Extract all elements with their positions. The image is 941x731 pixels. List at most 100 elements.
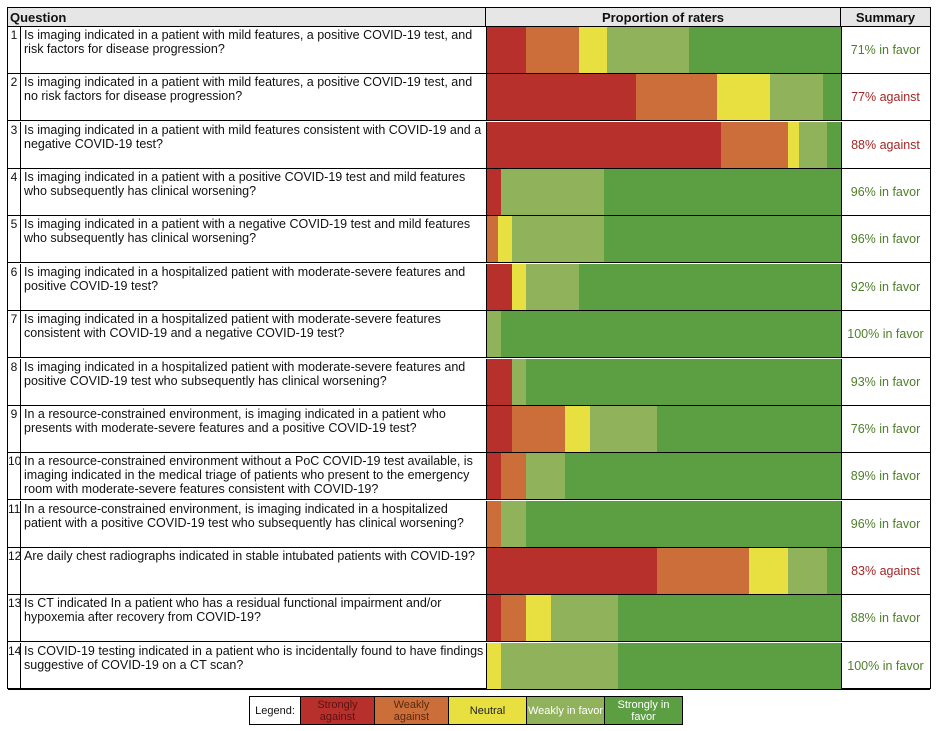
- bar-segment-strongly-in-favor: [565, 453, 841, 500]
- question-number: 9: [8, 405, 21, 452]
- bar-segment-strongly-against: [487, 74, 636, 121]
- bar-segment-weakly-in-favor: [551, 595, 618, 642]
- question-number: 1: [8, 27, 21, 73]
- legend-label: Legend:: [255, 704, 295, 717]
- summary-column-header: Summary: [841, 8, 930, 27]
- question-number: 4: [8, 169, 21, 216]
- question-number: 6: [8, 263, 21, 310]
- bar-segment-strongly-in-favor: [618, 595, 841, 642]
- table-row: 9 In a resource-constrained environment, …: [8, 405, 930, 453]
- table-row: 13 Is CT indicated In a patient who has a…: [8, 595, 930, 643]
- table-row: 1 Is imaging indicated in a patient with …: [8, 27, 930, 74]
- question-number: 7: [8, 311, 21, 358]
- table-row: 2 Is imaging indicated in a patient with …: [8, 74, 930, 122]
- bar-segment-neutral: [512, 263, 526, 310]
- bar-segment-weakly-in-favor: [512, 358, 526, 405]
- table-row: 8 Is imaging indicated in a hospitalized …: [8, 358, 930, 406]
- question-text: Is imaging indicated in a patient with m…: [24, 28, 473, 56]
- summary-value: 88% in favor: [850, 611, 921, 626]
- question-text: Is imaging indicated in a hospitalized p…: [24, 359, 466, 388]
- bar-segment-strongly-against: [487, 169, 501, 216]
- bar-segment-neutral: [565, 405, 590, 452]
- table-row: 12 Are daily chest radiographs indicated …: [8, 547, 930, 595]
- summary-value: 96% in favor: [850, 185, 921, 200]
- question-text: Is imaging indicated in a patient with a…: [24, 217, 471, 246]
- summary-value: 88% against: [851, 137, 920, 152]
- bar-segment-strongly-in-favor: [501, 311, 841, 358]
- table-row: 5 Is imaging indicated in a patient with …: [8, 216, 930, 264]
- summary-value: 100% in favor: [847, 327, 924, 342]
- bar-segment-neutral: [498, 216, 512, 263]
- question-text: Are daily chest radiographs indicated in…: [24, 548, 475, 563]
- proportion-bar: [486, 500, 842, 547]
- bar-segment-weakly-in-favor: [487, 311, 501, 358]
- bar-segment-weakly-in-favor: [770, 74, 823, 121]
- bar-segment-weakly-against: [501, 595, 526, 642]
- bar-segment-weakly-against: [501, 453, 526, 500]
- bar-segment-strongly-against: [487, 405, 512, 452]
- proportion-column-header: Proportion of raters: [486, 8, 841, 27]
- bar-segment-weakly-against: [512, 405, 565, 452]
- summary-value: 96% in favor: [850, 232, 921, 247]
- bar-segment-weakly-against: [721, 121, 788, 168]
- table-row: 11 In a resource-constrained environment,…: [8, 500, 930, 548]
- question-text: In a resource-constrained environment wi…: [24, 454, 473, 497]
- question-text: Is imaging indicated in a hospitalized p…: [24, 264, 466, 293]
- question-text: Is imaging indicated in a patient with m…: [24, 75, 473, 104]
- bar-segment-weakly-in-favor: [590, 405, 657, 452]
- bar-segment-neutral: [487, 642, 501, 689]
- table-row: 7 Is imaging indicated in a hospitalized …: [8, 311, 930, 359]
- proportion-bar: [486, 74, 842, 121]
- bar-segment-weakly-in-favor: [526, 263, 579, 310]
- question-text: Is CT indicated In a patient who has a r…: [24, 596, 442, 625]
- bar-segment-strongly-in-favor: [823, 74, 841, 121]
- table-row: 3 Is imaging indicated in a patient with …: [8, 121, 930, 169]
- proportion-bar: [486, 453, 842, 500]
- bar-segment-strongly-in-favor: [827, 547, 841, 594]
- question-text: Is imaging indicated in a hospitalized p…: [24, 312, 441, 341]
- proportion-bar: [486, 547, 842, 594]
- bar-segment-strongly-in-favor: [604, 216, 841, 263]
- bar-segment-strongly-in-favor: [827, 121, 841, 168]
- question-column-header: Question: [8, 8, 486, 27]
- question-text: In a resource-constrained environment, i…: [24, 501, 464, 530]
- question-text: In a resource-constrained environment, i…: [24, 406, 446, 435]
- question-number: 14: [8, 642, 21, 689]
- bar-segment-strongly-against: [487, 27, 526, 73]
- bar-segment-weakly-in-favor: [512, 216, 604, 263]
- question-text: Is imaging indicated in a patient with a…: [24, 170, 466, 199]
- legend-item-weakly-in-favor: Weakly in favor: [526, 697, 604, 724]
- proportion-bar: [486, 27, 842, 73]
- legend-item-strongly-in-favor: Strongly in favor: [604, 697, 682, 724]
- bar-segment-strongly-against: [487, 121, 721, 168]
- summary-value: 76% in favor: [850, 421, 921, 436]
- bar-segment-weakly-in-favor: [501, 642, 618, 689]
- table-row: 6 Is imaging indicated in a hospitalized …: [8, 263, 930, 311]
- question-number: 3: [8, 121, 21, 168]
- bar-segment-weakly-in-favor: [501, 169, 604, 216]
- bar-segment-neutral: [579, 27, 607, 73]
- bar-segment-strongly-in-favor: [618, 642, 841, 689]
- bar-segment-weakly-in-favor: [607, 27, 689, 73]
- bar-segment-weakly-against: [636, 74, 717, 121]
- bar-segment-weakly-against: [487, 216, 498, 263]
- legend-items: Strongly against Weakly against Neutral Wea…: [300, 697, 682, 724]
- bar-segment-strongly-in-favor: [526, 500, 841, 547]
- question-number: 12: [8, 547, 21, 594]
- summary-value: 83% against: [851, 563, 920, 578]
- proportion-bar: [486, 263, 842, 310]
- bar-segment-strongly-in-favor: [579, 263, 841, 310]
- bar-segment-strongly-against: [487, 547, 657, 594]
- proportion-bar: [486, 311, 842, 358]
- legend: Legend: Strongly against Weakly against Ne…: [249, 696, 683, 725]
- bar-segment-strongly-in-favor: [604, 169, 841, 216]
- proportion-bar: [486, 216, 842, 263]
- question-number: 2: [8, 74, 21, 121]
- proportion-bar: [486, 169, 842, 216]
- bar-segment-neutral: [749, 547, 788, 594]
- summary-value: 92% in favor: [850, 279, 921, 294]
- bar-segment-strongly-in-favor: [689, 27, 841, 73]
- bar-segment-neutral: [526, 595, 551, 642]
- summary-value: 89% in favor: [850, 469, 921, 484]
- bar-segment-strongly-in-favor: [657, 405, 841, 452]
